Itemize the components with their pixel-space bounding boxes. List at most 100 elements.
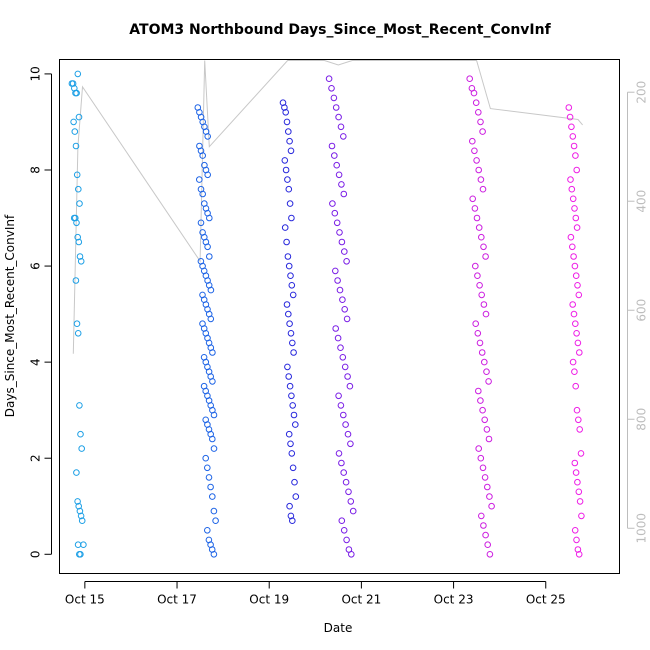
data-point	[347, 498, 355, 505]
data-point	[80, 541, 87, 549]
data-point	[342, 478, 350, 486]
data-point	[281, 104, 288, 111]
series-3	[325, 75, 357, 558]
data-point	[335, 113, 342, 121]
data-point	[284, 253, 292, 260]
data-point	[70, 118, 77, 126]
series-2	[279, 99, 300, 525]
data-point	[569, 358, 577, 366]
data-point	[199, 152, 206, 159]
data-point	[207, 286, 215, 294]
data-point	[287, 272, 294, 280]
data-point	[281, 157, 289, 164]
data-point	[346, 382, 354, 390]
data-point	[287, 440, 294, 448]
y-tick-label: 2	[29, 454, 43, 462]
data-point	[76, 507, 84, 515]
data-point	[74, 233, 81, 241]
data-point	[284, 363, 291, 371]
data-point	[481, 358, 488, 366]
data-point	[572, 320, 579, 328]
data-point	[571, 205, 578, 212]
data-point	[207, 483, 214, 491]
data-point	[332, 104, 340, 111]
data-point	[289, 402, 297, 409]
data-point	[207, 315, 215, 323]
data-point	[344, 430, 352, 438]
series-1	[194, 104, 219, 558]
data-point	[285, 185, 293, 193]
data-point	[569, 133, 577, 140]
data-point	[204, 527, 211, 534]
data-point	[570, 253, 577, 260]
data-point	[286, 137, 293, 145]
y-tick-label: 8	[29, 166, 43, 174]
data-point	[282, 166, 290, 174]
data-point	[336, 286, 344, 294]
data-point	[335, 450, 343, 457]
data-point	[477, 176, 485, 183]
data-point	[74, 330, 82, 337]
x-tick-label: Oct 23	[434, 593, 474, 607]
data-point	[331, 152, 338, 159]
data-point	[287, 147, 295, 155]
data-point	[74, 70, 82, 78]
data-point	[340, 469, 348, 476]
series-5	[565, 104, 585, 558]
data-point	[333, 161, 341, 169]
data-point	[196, 176, 203, 183]
data-point	[572, 382, 580, 390]
x-tick-label: Oct 15	[65, 593, 105, 607]
data-point	[325, 75, 333, 82]
data-point	[475, 387, 482, 395]
y-axis-label: Days_Since_Most_Recent_ConvInf	[3, 214, 17, 417]
data-point	[285, 373, 293, 380]
y2-tick-label: 800	[635, 408, 649, 431]
data-point	[73, 219, 80, 227]
data-point	[471, 205, 479, 212]
data-point	[569, 243, 576, 251]
data-point	[577, 450, 585, 457]
data-point	[76, 200, 83, 207]
data-point	[342, 421, 349, 428]
data-point	[75, 238, 83, 246]
data-point	[480, 243, 487, 251]
data-point	[204, 464, 211, 472]
data-point	[337, 402, 345, 409]
data-point	[472, 262, 479, 270]
data-point	[78, 517, 86, 525]
data-point	[575, 291, 583, 299]
data-point	[206, 214, 213, 222]
data-point	[475, 166, 483, 174]
y-tick-label: 4	[29, 358, 43, 366]
data-point	[77, 430, 84, 438]
data-point	[78, 445, 85, 452]
data-point	[341, 306, 349, 313]
data-point	[204, 133, 211, 140]
data-point	[340, 133, 347, 140]
data-point	[470, 89, 478, 97]
data-point	[480, 301, 488, 308]
data-point	[480, 522, 487, 529]
data-point	[481, 416, 489, 424]
y-tick-label: 10	[29, 66, 43, 81]
data-point	[578, 512, 585, 520]
data-point	[469, 195, 477, 203]
y2-tick-label: 200	[635, 81, 649, 104]
data-point	[328, 142, 336, 150]
data-point	[573, 406, 581, 414]
data-point	[199, 190, 206, 198]
data-point	[206, 253, 213, 260]
x-tick-label: Oct 17	[157, 593, 197, 607]
series-0	[68, 70, 87, 558]
data-point	[77, 512, 85, 520]
data-point	[573, 536, 580, 544]
data-point	[343, 315, 351, 323]
data-point	[73, 320, 81, 328]
data-point	[567, 176, 574, 183]
data-point	[472, 99, 480, 106]
data-point	[74, 498, 81, 505]
data-point	[341, 248, 348, 255]
data-point	[479, 406, 486, 414]
data-point	[488, 502, 495, 510]
